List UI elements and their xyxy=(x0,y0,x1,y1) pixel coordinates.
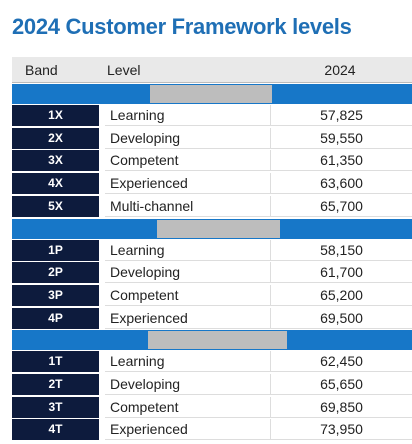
level-cell: Developing xyxy=(105,374,271,395)
level-cell: Competent xyxy=(105,284,271,306)
level-cell: Experienced xyxy=(105,173,271,195)
value-cell: 61,350 xyxy=(271,150,412,172)
level-cell: Experienced xyxy=(105,307,271,329)
band-cell: 5X xyxy=(12,195,99,217)
value-cell: 62,450 xyxy=(271,351,412,373)
value-cell: 65,200 xyxy=(271,284,412,306)
separator-block xyxy=(150,85,272,103)
separator-block xyxy=(148,331,287,350)
value-cell: 69,850 xyxy=(271,396,412,418)
level-cell: Learning xyxy=(105,351,271,373)
band-cell: 4X xyxy=(12,173,99,195)
band-cell: 4T xyxy=(12,419,99,441)
level-cell: Multi-channel xyxy=(105,195,271,217)
value-cell: 57,825 xyxy=(271,105,412,126)
level-cell: Learning xyxy=(105,239,271,261)
band-cell: 3X xyxy=(12,150,99,172)
level-cell: Developing xyxy=(105,127,271,149)
band-cell: 2T xyxy=(12,374,99,395)
band-cell: 2P xyxy=(12,262,99,284)
level-cell: Competent xyxy=(105,150,271,172)
value-cell: 65,700 xyxy=(271,195,412,217)
band-cell: 1X xyxy=(12,105,99,126)
separator-block xyxy=(157,219,280,238)
band-cell: 1P xyxy=(12,239,99,261)
title: 2024 Customer Framework levels xyxy=(12,14,352,39)
band-cell: 1T xyxy=(12,351,99,373)
level-cell: Learning xyxy=(105,105,271,126)
level-cell: Experienced xyxy=(105,419,271,441)
value-cell: 65,650 xyxy=(271,374,412,395)
header-year: 2024 xyxy=(324,62,356,78)
level-cell: Developing xyxy=(105,262,271,284)
value-cell: 59,550 xyxy=(271,127,412,149)
band-cell: 2X xyxy=(12,127,99,149)
header-level: Level xyxy=(107,62,141,78)
band-cell: 3P xyxy=(12,284,99,306)
value-cell: 73,950 xyxy=(271,419,412,441)
header-band: Band xyxy=(25,62,58,78)
value-cell: 63,600 xyxy=(271,173,412,195)
value-cell: 61,700 xyxy=(271,262,412,284)
band-cell: 4P xyxy=(12,307,99,329)
band-cell: 3T xyxy=(12,396,99,418)
header-row xyxy=(12,57,412,83)
value-cell: 58,150 xyxy=(271,239,412,261)
value-cell: 69,500 xyxy=(271,307,412,329)
level-cell: Competent xyxy=(105,396,271,418)
